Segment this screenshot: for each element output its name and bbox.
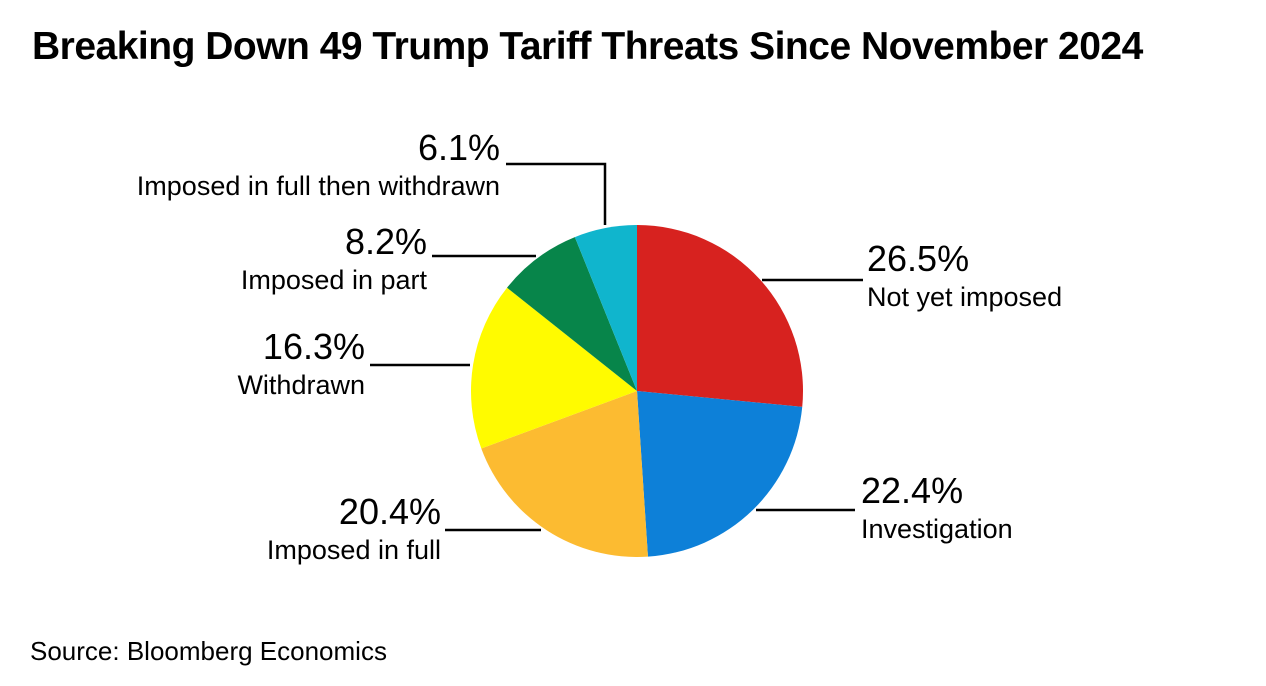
callout-label-investigation: Investigation bbox=[861, 514, 1013, 544]
callout-imposed-in-full: 20.4% Imposed in full bbox=[267, 492, 441, 569]
callout-not-yet-imposed: 26.5% Not yet imposed bbox=[867, 239, 1062, 316]
callout-withdrawn: 16.3% Withdrawn bbox=[237, 327, 365, 404]
callout-pct-imposed-in-full-then-withdrawn: 6.1% bbox=[417, 127, 500, 168]
source-attribution: Source: Bloomberg Economics bbox=[30, 636, 387, 666]
pie-slice-imposed-in-part bbox=[507, 237, 637, 391]
pie-slice-investigation bbox=[637, 391, 803, 557]
chart-title: Breaking Down 49 Trump Tariff Threats Si… bbox=[32, 25, 1143, 68]
pie-slice-imposed-in-full-then-withdrawn bbox=[574, 225, 637, 391]
callout-label-imposed-in-part: Imposed in part bbox=[240, 265, 427, 295]
pie-slice-withdrawn bbox=[470, 287, 637, 449]
pie-slice-not-yet-imposed bbox=[637, 224, 804, 407]
callout-pct-withdrawn: 16.3% bbox=[262, 326, 365, 367]
callout-imposed-in-part: 8.2% Imposed in part bbox=[241, 222, 427, 299]
pie-slices bbox=[470, 224, 804, 558]
callout-imposed-in-full-then-withdrawn: 6.1% Imposed in full then withdrawn bbox=[137, 128, 500, 205]
callout-pct-imposed-in-full: 20.4% bbox=[338, 491, 441, 532]
callout-investigation: 22.4% Investigation bbox=[861, 471, 1013, 548]
callout-pct-investigation: 22.4% bbox=[861, 470, 964, 511]
callout-label-imposed-in-full: Imposed in full bbox=[266, 535, 441, 565]
callout-label-withdrawn: Withdrawn bbox=[237, 370, 365, 400]
callout-label-not-yet-imposed: Not yet imposed bbox=[867, 282, 1063, 312]
pie-slice-imposed-in-full bbox=[481, 391, 648, 558]
callout-pct-imposed-in-part: 8.2% bbox=[344, 221, 427, 262]
leader-lines bbox=[370, 162, 863, 532]
callout-pct-not-yet-imposed: 26.5% bbox=[867, 238, 970, 279]
callout-label-imposed-in-full-then-withdrawn: Imposed in full then withdrawn bbox=[136, 171, 500, 201]
leader-line-imposed-in-full-then-withdrawn bbox=[506, 162, 607, 225]
